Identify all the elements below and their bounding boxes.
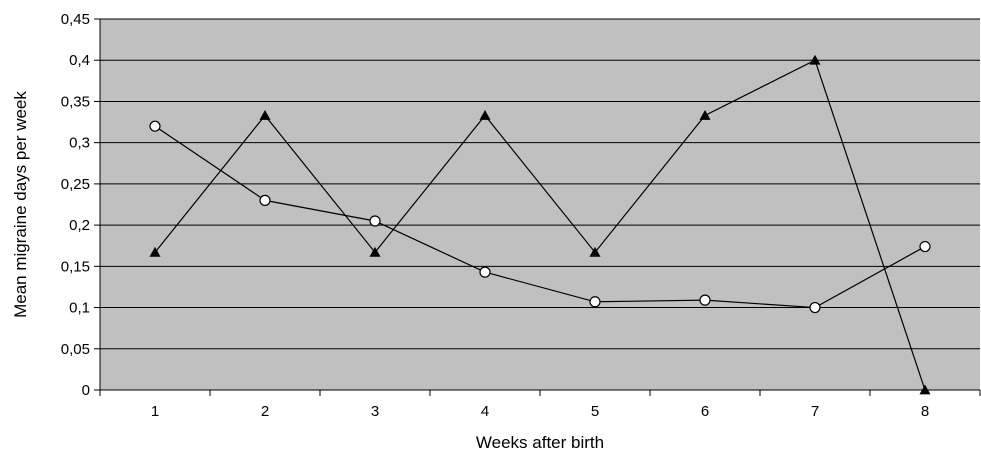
data-point-circle [369,215,381,227]
x-tick-label: 7 [811,403,819,420]
x-tick-label: 6 [701,403,709,420]
series-1 [149,54,931,395]
data-point-circle [699,294,711,306]
y-tick-label: 0,4 [69,52,90,69]
series-line [154,59,926,391]
data-point-triangle [259,109,271,120]
data-point-circle [809,301,821,314]
y-tick-label: 0,15 [61,258,90,275]
y-tick-label: 0,1 [69,300,90,317]
series-2 [149,120,931,314]
y-tick-label: 0,45 [61,11,90,28]
data-point-circle [259,194,271,206]
x-tick-label: 1 [151,403,159,420]
x-tick-label: 4 [481,403,489,420]
data-point-triangle [479,109,491,120]
series-line [154,125,926,309]
x-axis-title: Weeks after birth [476,433,604,452]
x-tick-label: 8 [921,403,929,420]
y-tick-label: 0 [82,382,90,399]
data-point-circle [919,240,931,253]
x-tick-label: 3 [371,403,379,420]
x-axis-ticks: 1 2 3 4 5 6 7 8 [99,390,981,420]
data-point-triangle [589,246,601,257]
data-point-triangle [699,109,711,120]
data-point-triangle [369,246,381,257]
y-tick-label: 0,25 [61,176,90,193]
y-tick-label: 0,05 [61,341,90,358]
x-tick-label: 2 [261,403,269,420]
data-point-triangle [919,384,931,395]
y-axis-ticks: 0 0,05 0,1 0,15 0,2 0,25 0,3 0,35 0,4 0,45 [61,11,100,399]
y-axis-title: Mean migraine days per week [11,91,30,318]
series-layer [149,54,931,395]
y-tick-label: 0,2 [69,217,90,234]
data-point-triangle [149,246,161,257]
plot-area [100,19,980,390]
data-point-triangle [809,54,821,65]
x-tick-label: 5 [591,403,599,420]
data-point-circle [149,120,161,132]
y-tick-label: 0,3 [69,135,90,152]
data-point-circle [589,296,601,308]
data-point-circle [479,266,491,278]
y-tick-label: 0,35 [61,93,90,110]
